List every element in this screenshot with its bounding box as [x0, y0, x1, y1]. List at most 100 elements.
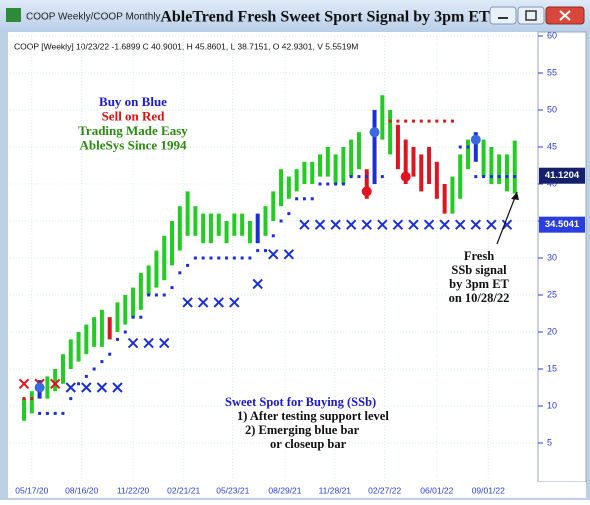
stop-dot [22, 397, 26, 401]
callout-text: SSb signal [451, 263, 507, 277]
price-bar [232, 213, 237, 236]
minimize-button[interactable] [489, 6, 517, 25]
support-x [314, 219, 326, 230]
y-tick-label: 60 [547, 30, 557, 40]
price-bar [255, 213, 260, 244]
price-bar [115, 302, 120, 332]
stop-dot [139, 315, 143, 319]
price-bar [271, 191, 276, 221]
support-x [299, 219, 310, 230]
stop-dot [193, 256, 197, 260]
price-bar [512, 140, 517, 194]
y-tick-label: 30 [547, 252, 557, 262]
price-bar [99, 309, 104, 347]
sweet-spot-line: 1) After testing support level [237, 409, 389, 423]
y-tick-label: 25 [547, 289, 557, 299]
date-axis [8, 482, 586, 498]
stop-dot [256, 249, 260, 253]
price-bar [263, 206, 268, 236]
support-x [229, 297, 240, 308]
price-bar [162, 235, 167, 281]
price-bar [419, 154, 424, 192]
stop-dot [115, 337, 119, 341]
stop-dot [310, 197, 314, 201]
price-bar [356, 132, 361, 170]
support-x [96, 382, 108, 393]
price-bar [473, 132, 478, 162]
close-icon [559, 10, 571, 21]
support-x [268, 249, 279, 260]
price-bar [388, 110, 393, 155]
support-x [455, 219, 466, 230]
price-bar [372, 110, 377, 184]
y-tick-label: 15 [547, 363, 557, 373]
support-x [408, 219, 419, 230]
stop-dot [326, 182, 330, 186]
price-bar [333, 154, 338, 184]
app-icon [6, 8, 21, 22]
stop-dot [108, 352, 112, 356]
stop-dot [38, 411, 42, 415]
stop-dot [380, 175, 384, 179]
price-label: 34.5041 [545, 219, 580, 230]
price-bar [53, 369, 58, 392]
stop-dot [201, 256, 205, 260]
support-x [392, 219, 404, 230]
stop-dot [427, 119, 431, 123]
stop-dot [513, 175, 517, 179]
stop-dot [263, 249, 267, 253]
window-tab: COOP Weekly/COOP Monthly [26, 12, 161, 23]
stop-dot [287, 212, 291, 216]
support-x [252, 278, 263, 290]
support-x [127, 337, 139, 349]
sweet-spot-title: Sweet Spot for Buying (SSb) [225, 395, 376, 409]
signal-dot [361, 186, 372, 197]
support-x [345, 219, 357, 230]
price-bar [146, 265, 151, 295]
stop-dot [154, 293, 158, 297]
price-bar [170, 221, 175, 266]
stop-dot [295, 197, 299, 201]
callout-text: Fresh [464, 249, 494, 263]
stop-dot [411, 119, 415, 123]
stop-dot [61, 411, 65, 415]
note-text: Trading Made Easy [78, 123, 188, 138]
x-tick-label: 05/17/20 [15, 485, 48, 495]
support-x [377, 219, 388, 230]
support-x [361, 219, 372, 230]
price-bar [216, 213, 221, 236]
price-bar [84, 324, 89, 355]
support-x [197, 297, 209, 308]
note-text: AbleSys Since 1994 [80, 137, 187, 152]
price-bar [450, 176, 455, 214]
stop-dot [357, 175, 361, 179]
stop-dot [396, 119, 400, 123]
stop-dot [69, 397, 73, 401]
stop-dot [458, 145, 462, 149]
price-bar [466, 139, 471, 170]
callout-text: by 3pm ET [449, 277, 509, 291]
stop-dot [474, 175, 478, 179]
stop-dot [489, 175, 493, 179]
support-x [283, 249, 295, 260]
price-bar [458, 154, 463, 199]
support-x [182, 297, 193, 308]
maximize-button[interactable] [517, 6, 545, 25]
signal-dot [34, 382, 45, 393]
stop-dot [302, 197, 306, 201]
stop-dot [232, 256, 236, 260]
stop-dot [505, 175, 509, 179]
price-bar [240, 213, 245, 236]
support-x [81, 382, 92, 393]
price-bar [349, 139, 354, 177]
price-bar [380, 95, 385, 140]
y-tick-label: 50 [547, 104, 557, 114]
support-x [486, 219, 497, 230]
price-bar [294, 169, 299, 192]
y-tick-label: 5 [547, 437, 552, 447]
stop-dot [77, 382, 81, 386]
stop-dot [279, 219, 283, 223]
price-bar [22, 398, 27, 421]
signal-dot [400, 171, 411, 182]
support-x [501, 219, 513, 230]
